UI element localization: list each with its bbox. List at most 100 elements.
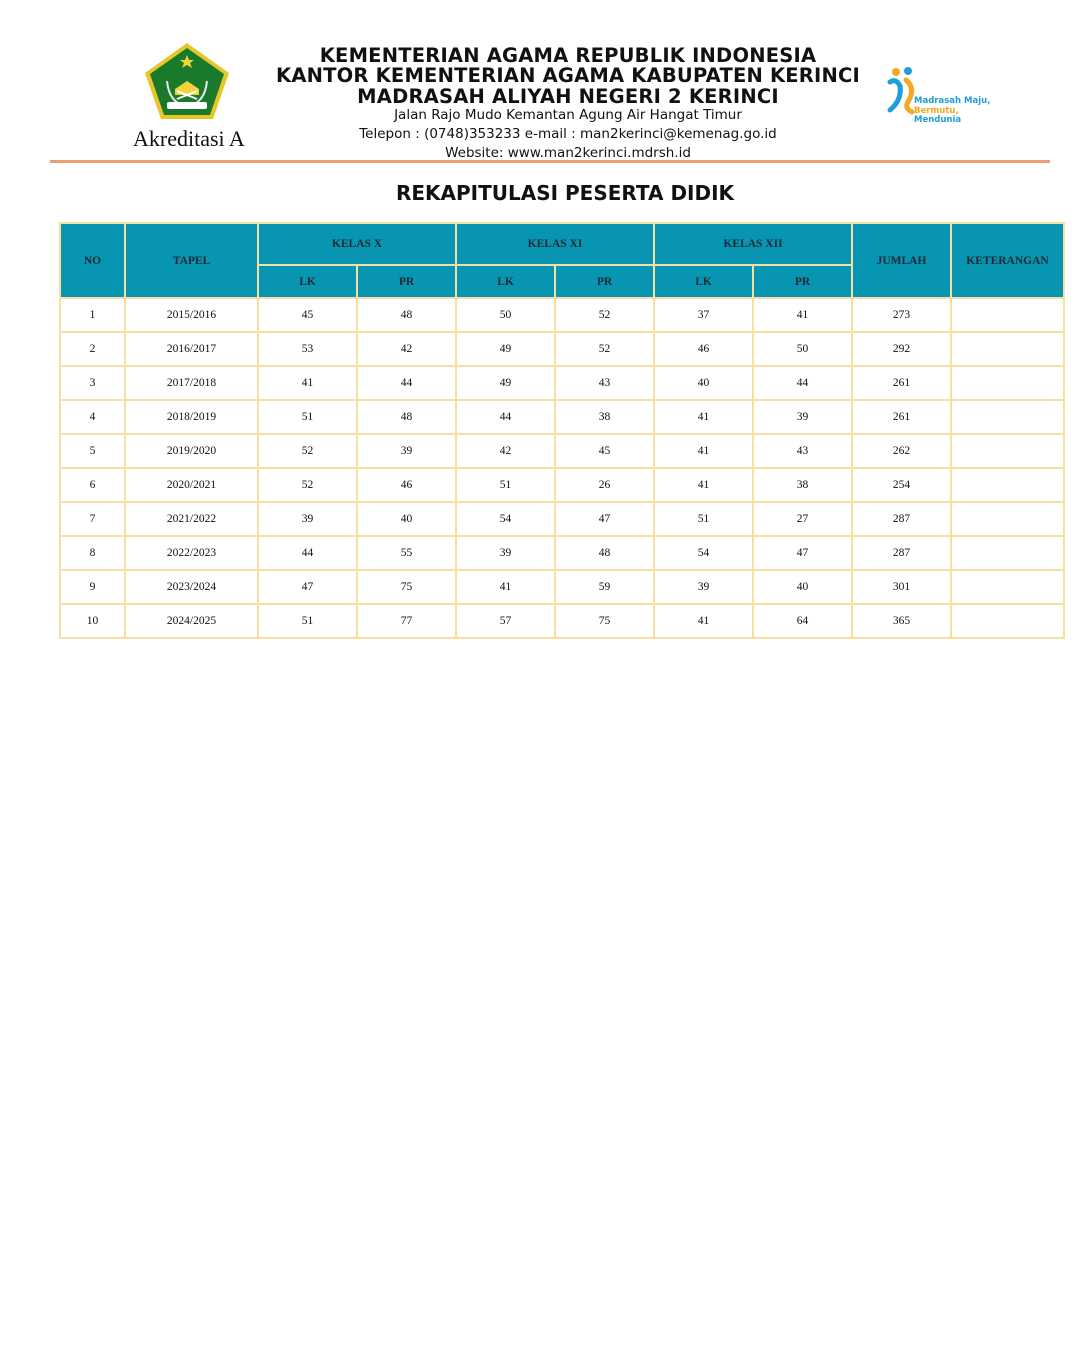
cell-kelas-xii-lk: 41 bbox=[653, 399, 754, 435]
cell-tapel: 2024/2025 bbox=[124, 603, 259, 639]
cell-kelas-x-lk: 44 bbox=[257, 535, 358, 571]
cell-keterangan bbox=[950, 535, 1065, 571]
cell-keterangan bbox=[950, 603, 1065, 639]
table-row: 10 2024/2025 51 77 57 75 41 64 365 bbox=[59, 603, 1065, 639]
cell-kelas-x-pr: 46 bbox=[356, 467, 457, 503]
cell-keterangan bbox=[950, 501, 1065, 537]
header-sub-pr: PR bbox=[752, 264, 853, 299]
cell-kelas-x-pr: 48 bbox=[356, 297, 457, 333]
header-no: NO bbox=[59, 222, 126, 299]
student-recap-table: NO TAPEL KELAS X KELAS XI KELAS XII JUML… bbox=[59, 222, 1065, 639]
cell-tapel: 2017/2018 bbox=[124, 365, 259, 401]
cell-no: 10 bbox=[59, 603, 126, 639]
madrasah-maju-logo: Madrasah Maju, Bermutu, Mendunia bbox=[886, 66, 996, 128]
cell-no: 9 bbox=[59, 569, 126, 605]
cell-kelas-xii-lk: 54 bbox=[653, 535, 754, 571]
header-sub-pr: PR bbox=[356, 264, 457, 299]
table-row: 6 2020/2021 52 46 51 26 41 38 254 bbox=[59, 467, 1065, 503]
cell-kelas-xii-pr: 50 bbox=[752, 331, 853, 367]
header-sub-lk: LK bbox=[257, 264, 358, 299]
cell-kelas-xii-pr: 43 bbox=[752, 433, 853, 469]
cell-kelas-xii-pr: 47 bbox=[752, 535, 853, 571]
header-kelas-x: KELAS X bbox=[257, 222, 457, 266]
cell-kelas-x-pr: 39 bbox=[356, 433, 457, 469]
cell-tapel: 2019/2020 bbox=[124, 433, 259, 469]
cell-keterangan bbox=[950, 467, 1065, 503]
cell-kelas-xi-pr: 47 bbox=[554, 501, 655, 537]
cell-kelas-x-lk: 45 bbox=[257, 297, 358, 333]
cell-tapel: 2015/2016 bbox=[124, 297, 259, 333]
cell-keterangan bbox=[950, 569, 1065, 605]
kemenag-emblem-logo bbox=[145, 43, 229, 119]
cell-kelas-xii-lk: 41 bbox=[653, 603, 754, 639]
cell-kelas-x-lk: 41 bbox=[257, 365, 358, 401]
cell-keterangan bbox=[950, 433, 1065, 469]
cell-keterangan bbox=[950, 331, 1065, 367]
cell-tapel: 2021/2022 bbox=[124, 501, 259, 537]
header-kelas-xi: KELAS XI bbox=[455, 222, 655, 266]
table-row: 7 2021/2022 39 40 54 47 51 27 287 bbox=[59, 501, 1065, 537]
cell-jumlah: 262 bbox=[851, 433, 952, 469]
cell-kelas-xii-pr: 41 bbox=[752, 297, 853, 333]
cell-kelas-xii-lk: 51 bbox=[653, 501, 754, 537]
cell-keterangan bbox=[950, 297, 1065, 333]
cell-kelas-x-pr: 75 bbox=[356, 569, 457, 605]
cell-kelas-xi-lk: 49 bbox=[455, 365, 556, 401]
cell-kelas-x-pr: 48 bbox=[356, 399, 457, 435]
cell-jumlah: 287 bbox=[851, 535, 952, 571]
cell-kelas-xii-pr: 40 bbox=[752, 569, 853, 605]
accreditation-label: Akreditasi A bbox=[133, 126, 245, 151]
header-keterangan: KETERANGAN bbox=[950, 222, 1065, 299]
header-ministry: KEMENTERIAN AGAMA REPUBLIK INDONESIA bbox=[319, 44, 817, 67]
cell-kelas-xi-pr: 26 bbox=[554, 467, 655, 503]
header-sub-pr: PR bbox=[554, 264, 655, 299]
header-kelas-xii: KELAS XII bbox=[653, 222, 853, 266]
cell-kelas-xii-pr: 38 bbox=[752, 467, 853, 503]
cell-tapel: 2018/2019 bbox=[124, 399, 259, 435]
cell-kelas-xi-lk: 54 bbox=[455, 501, 556, 537]
header-divider bbox=[50, 160, 1050, 163]
cell-kelas-xii-pr: 39 bbox=[752, 399, 853, 435]
cell-kelas-x-pr: 55 bbox=[356, 535, 457, 571]
header-jumlah: JUMLAH bbox=[851, 222, 952, 299]
cell-kelas-xii-lk: 41 bbox=[653, 467, 754, 503]
cell-kelas-xi-pr: 75 bbox=[554, 603, 655, 639]
cell-kelas-x-pr: 40 bbox=[356, 501, 457, 537]
cell-kelas-xii-pr: 64 bbox=[752, 603, 853, 639]
cell-kelas-xii-lk: 37 bbox=[653, 297, 754, 333]
cell-kelas-xi-pr: 43 bbox=[554, 365, 655, 401]
tagline-line-2: Bermutu, bbox=[914, 105, 959, 116]
cell-kelas-xi-pr: 45 bbox=[554, 433, 655, 469]
header-office: KANTOR KEMENTERIAN AGAMA KABUPATEN KERIN… bbox=[276, 64, 860, 87]
header-address: Jalan Rajo Mudo Kemantan Agung Air Hanga… bbox=[394, 107, 742, 123]
cell-no: 8 bbox=[59, 535, 126, 571]
cell-tapel: 2023/2024 bbox=[124, 569, 259, 605]
cell-kelas-xi-pr: 59 bbox=[554, 569, 655, 605]
document-title: REKAPITULASI PESERTA DIDIK bbox=[395, 181, 735, 205]
cell-jumlah: 273 bbox=[851, 297, 952, 333]
cell-no: 4 bbox=[59, 399, 126, 435]
cell-kelas-xi-lk: 57 bbox=[455, 603, 556, 639]
cell-kelas-x-pr: 42 bbox=[356, 331, 457, 367]
table-row: 4 2018/2019 51 48 44 38 41 39 261 bbox=[59, 399, 1065, 435]
cell-kelas-xii-lk: 41 bbox=[653, 433, 754, 469]
cell-kelas-x-lk: 51 bbox=[257, 399, 358, 435]
cell-kelas-x-lk: 52 bbox=[257, 467, 358, 503]
cell-jumlah: 292 bbox=[851, 331, 952, 367]
table-row: 2 2016/2017 53 42 49 52 46 50 292 bbox=[59, 331, 1065, 367]
cell-no: 2 bbox=[59, 331, 126, 367]
header-tapel: TAPEL bbox=[124, 222, 259, 299]
cell-kelas-xi-lk: 49 bbox=[455, 331, 556, 367]
cell-kelas-xii-lk: 39 bbox=[653, 569, 754, 605]
cell-kelas-xii-lk: 46 bbox=[653, 331, 754, 367]
cell-no: 6 bbox=[59, 467, 126, 503]
cell-kelas-x-pr: 44 bbox=[356, 365, 457, 401]
cell-kelas-xi-pr: 38 bbox=[554, 399, 655, 435]
cell-kelas-xi-lk: 50 bbox=[455, 297, 556, 333]
cell-kelas-xi-lk: 39 bbox=[455, 535, 556, 571]
cell-kelas-x-lk: 51 bbox=[257, 603, 358, 639]
cell-jumlah: 261 bbox=[851, 365, 952, 401]
cell-jumlah: 287 bbox=[851, 501, 952, 537]
cell-kelas-xi-pr: 48 bbox=[554, 535, 655, 571]
table-row: 1 2015/2016 45 48 50 52 37 41 273 bbox=[59, 297, 1065, 333]
